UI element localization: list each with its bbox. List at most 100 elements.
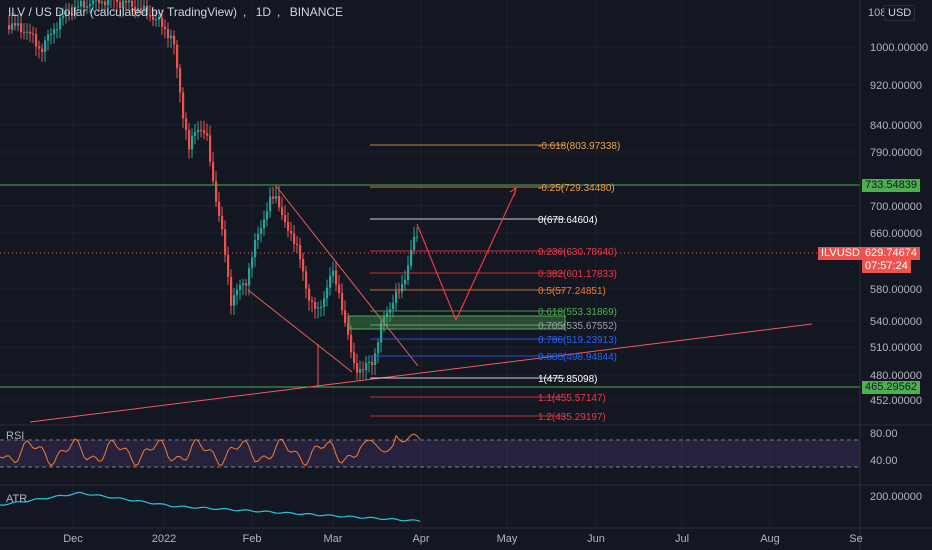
candle bbox=[314, 297, 317, 319]
fib-label: 1(475.85098) bbox=[538, 374, 598, 385]
candle bbox=[176, 40, 179, 79]
candle bbox=[284, 205, 287, 228]
candle bbox=[248, 263, 251, 296]
candle bbox=[125, 0, 128, 12]
last-price-tag: 629.74674 bbox=[862, 247, 920, 260]
candle bbox=[158, 9, 161, 27]
candle bbox=[326, 279, 329, 307]
candle bbox=[374, 348, 377, 375]
fib-zone-box[interactable] bbox=[348, 315, 566, 330]
fib-label: 0.236(630.78640) bbox=[538, 247, 617, 258]
fib-level: 0(678.64604) bbox=[370, 215, 598, 226]
countdown-tag: 07:57:24 bbox=[862, 260, 911, 273]
candle bbox=[71, 4, 74, 21]
candle bbox=[137, 0, 140, 18]
fib-label: 1.1(455.57147) bbox=[538, 393, 606, 404]
candle bbox=[362, 361, 365, 379]
candle bbox=[98, 0, 101, 13]
price-axis[interactable]: 108 1000.00000 920.00000 840.00000 790.0… bbox=[868, 7, 928, 503]
candle bbox=[308, 283, 311, 311]
candle bbox=[140, 0, 143, 15]
candle bbox=[359, 360, 362, 381]
candle bbox=[8, 15, 11, 35]
candle bbox=[320, 300, 323, 317]
fib-label: 0.786(519.23913) bbox=[538, 335, 617, 346]
candle bbox=[338, 274, 341, 299]
candle bbox=[149, 5, 152, 22]
candle bbox=[35, 27, 38, 56]
fib-level: 1.2(435.29197) bbox=[370, 412, 606, 423]
candle bbox=[92, 0, 95, 12]
symbol-title: ILV / US Dollar (calculated by TradingVi… bbox=[8, 5, 237, 19]
candle bbox=[380, 317, 383, 353]
atr-axis-label: 200.00000 bbox=[870, 491, 922, 503]
candle bbox=[371, 356, 374, 375]
candle bbox=[398, 282, 401, 299]
candlestick-series bbox=[8, 0, 419, 381]
candle bbox=[353, 342, 356, 370]
fib-retracement[interactable]: -0.618(803.97338) -0.25(729.34480) 0(678.6… bbox=[370, 141, 620, 423]
candle bbox=[332, 261, 335, 283]
candle bbox=[44, 36, 47, 62]
candle bbox=[134, 0, 137, 19]
candle bbox=[206, 123, 209, 141]
candle bbox=[410, 239, 413, 270]
time-axis-label: Jul bbox=[675, 533, 689, 545]
candle bbox=[65, 3, 68, 24]
candle bbox=[257, 226, 260, 249]
price-axis-label: 840.00000 bbox=[870, 120, 922, 132]
time-axis-label: Se bbox=[849, 533, 862, 545]
candle bbox=[167, 22, 170, 48]
time-axis[interactable]: Dec 2022 Feb Mar Apr May Jun Jul Aug Se bbox=[63, 533, 863, 545]
candle bbox=[266, 202, 269, 227]
atr-label[interactable]: ATR bbox=[6, 493, 28, 505]
currency-button[interactable]: USD bbox=[884, 5, 916, 21]
fib-label: 0.705(535.67552) bbox=[538, 321, 617, 332]
candle bbox=[401, 274, 404, 299]
candle bbox=[227, 246, 230, 286]
symbol-legend[interactable]: ILV / US Dollar (calculated by TradingVi… bbox=[8, 5, 344, 19]
candle bbox=[233, 288, 236, 316]
candle bbox=[80, 0, 83, 12]
fib-label: -0.25(729.34480) bbox=[538, 183, 615, 194]
candle bbox=[107, 0, 110, 16]
candle bbox=[20, 13, 23, 39]
interval-label: 1D bbox=[255, 5, 272, 19]
candle bbox=[341, 283, 344, 316]
fib-level: -0.618(803.97338) bbox=[370, 141, 620, 152]
time-axis-label: Aug bbox=[760, 533, 780, 545]
price-axis-label: 480.00000 bbox=[870, 370, 922, 382]
candle bbox=[83, 0, 86, 14]
price-axis-label: 920.00000 bbox=[870, 80, 922, 92]
candle bbox=[296, 236, 299, 254]
candle bbox=[293, 225, 296, 252]
candle bbox=[347, 312, 350, 340]
time-axis-label: Jun bbox=[587, 533, 605, 545]
candle bbox=[323, 290, 326, 317]
candle bbox=[11, 13, 14, 34]
candle bbox=[392, 294, 395, 318]
price-axis-label: 790.00000 bbox=[870, 147, 922, 159]
projection-path[interactable] bbox=[416, 186, 517, 322]
candle bbox=[329, 267, 332, 296]
candle bbox=[404, 270, 407, 290]
candle bbox=[110, 0, 112, 9]
wedge-drawing[interactable] bbox=[29, 185, 813, 423]
candle bbox=[104, 0, 107, 15]
rsi-label[interactable]: RSI bbox=[6, 430, 25, 442]
rsi-line bbox=[0, 433, 421, 467]
candle bbox=[200, 120, 203, 138]
candle bbox=[215, 171, 218, 208]
candle bbox=[218, 192, 221, 222]
candle bbox=[197, 121, 200, 140]
candle bbox=[59, 10, 62, 38]
candle bbox=[335, 261, 338, 292]
candle bbox=[275, 186, 278, 204]
candle bbox=[50, 28, 53, 45]
candle bbox=[236, 283, 239, 305]
candle bbox=[302, 252, 305, 281]
candle bbox=[221, 206, 224, 236]
candle bbox=[77, 0, 80, 12]
candle bbox=[14, 13, 17, 31]
